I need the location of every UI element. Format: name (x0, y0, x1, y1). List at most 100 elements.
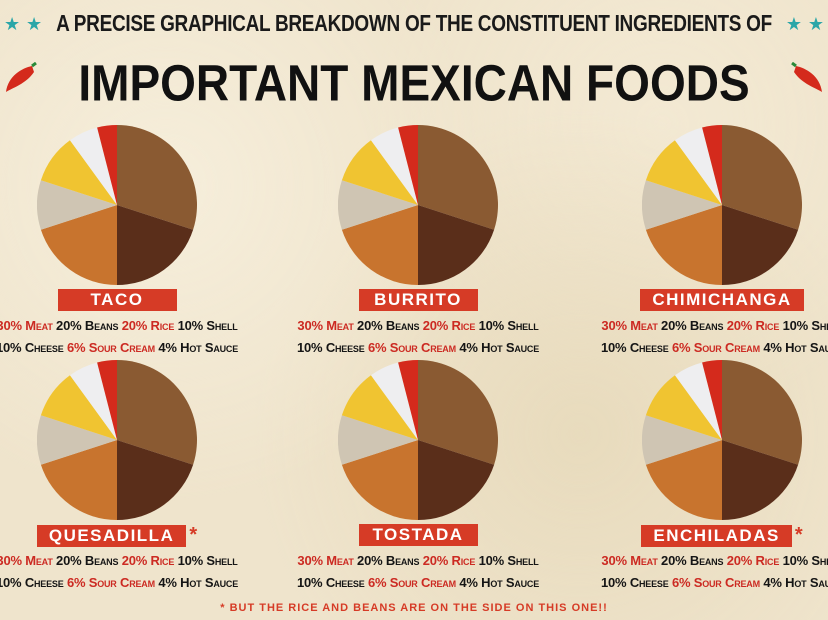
star-icon: ★ (807, 14, 824, 34)
slice-label: 20% Beans (56, 318, 119, 333)
slice-label: 30% Meat (0, 553, 53, 568)
pie-slice-hot-sauce (97, 360, 117, 440)
slice-label: 20% Rice (121, 318, 175, 333)
asterisk: * (189, 524, 198, 546)
pie-slice-meat (418, 125, 498, 230)
food-title: BURRITO (358, 289, 478, 311)
legend-line-1: 30% Meat 20% Beans 20% Rice 10% Shell (572, 318, 828, 333)
legend-line-2: 10% Cheese 6% Sour Cream 4% Hot Sauce (572, 340, 828, 355)
pie-slice-cheese (40, 140, 117, 205)
slice-label: 10% Shell (782, 553, 828, 568)
slice-label: 10% Cheese (600, 340, 669, 355)
pie-slice-beans (117, 440, 194, 520)
pie-slice-beans (722, 440, 799, 520)
food-title: QUESADILLA (36, 525, 187, 547)
pie (37, 125, 197, 285)
pie-slice-beans (117, 205, 194, 285)
pie-slice-shell (37, 415, 117, 465)
slice-label: 30% Meat (297, 553, 354, 568)
slice-label: 10% Shell (478, 553, 539, 568)
slice-label: 10% Cheese (600, 575, 669, 590)
header-subtitle: A PRECISE GRAPHICAL BREAKDOWN OF THE CON… (56, 11, 772, 37)
pie-slice-meat (418, 360, 498, 465)
slice-label: 20% Rice (121, 553, 175, 568)
pie-slice-hot-sauce (398, 360, 418, 440)
pie-slice-meat (722, 360, 802, 465)
slice-label: 20% Beans (357, 553, 420, 568)
pie-slice-shell (642, 180, 722, 230)
pie-slice-hot-sauce (398, 125, 418, 205)
asterisk: * (794, 524, 803, 546)
legend-line-1: 30% Meat 20% Beans 20% Rice 10% Shell (0, 318, 267, 333)
slice-label: 10% Shell (177, 318, 238, 333)
slice-label: 6% Sour Cream (66, 340, 155, 355)
legend-line-1: 30% Meat 20% Beans 20% Rice 10% Shell (572, 553, 828, 568)
pie-slice-beans (418, 205, 495, 285)
pie-slice-shell (37, 180, 117, 230)
slice-label: 30% Meat (0, 318, 53, 333)
pie-slice-rice (645, 440, 722, 520)
pie-slice-cheese (645, 375, 722, 440)
slice-label: 20% Rice (726, 553, 780, 568)
slice-label: 6% Sour Cream (367, 575, 456, 590)
slice-label: 30% Meat (601, 318, 658, 333)
slice-label: 20% Rice (422, 318, 476, 333)
slice-label: 20% Beans (56, 553, 119, 568)
pie-slice-shell (338, 180, 418, 230)
food-title: CHIMICHANGA (640, 289, 804, 311)
legend-line-1: 30% Meat 20% Beans 20% Rice 10% Shell (0, 553, 267, 568)
pie (338, 360, 498, 520)
pie-slice-rice (40, 440, 117, 520)
food-title: TOSTADA (358, 524, 478, 546)
slice-label: 20% Beans (661, 318, 724, 333)
pie-slice-rice (341, 205, 418, 285)
pie-slice-beans (722, 205, 799, 285)
food-title: TACO (57, 289, 177, 311)
pie-slice-cheese (341, 375, 418, 440)
pie-slice-sour-cream (370, 362, 418, 440)
slice-label: 4% Hot Sauce (763, 340, 828, 355)
slice-label: 4% Hot Sauce (158, 340, 239, 355)
pie (642, 125, 802, 285)
pie (642, 360, 802, 520)
chili-pepper-icon (791, 62, 822, 92)
pie-slice-meat (722, 125, 802, 230)
pie-slice-sour-cream (674, 127, 722, 205)
pie-slice-hot-sauce (97, 125, 117, 205)
pie-slice-shell (642, 415, 722, 465)
chili-pepper-icon (6, 62, 37, 92)
legend-line-2: 10% Cheese 6% Sour Cream 4% Hot Sauce (0, 340, 267, 355)
pie-slice-shell (338, 415, 418, 465)
slice-label: 10% Shell (177, 553, 238, 568)
slice-label: 4% Hot Sauce (158, 575, 239, 590)
slice-label: 10% Shell (478, 318, 539, 333)
legend-line-2: 10% Cheese 6% Sour Cream 4% Hot Sauce (268, 575, 568, 590)
pie-slice-rice (40, 205, 117, 285)
pie-slice-cheese (40, 375, 117, 440)
slice-label: 20% Rice (726, 318, 780, 333)
legend-line-1: 30% Meat 20% Beans 20% Rice 10% Shell (268, 318, 568, 333)
slice-label: 10% Cheese (0, 340, 64, 355)
slice-label: 10% Cheese (0, 575, 64, 590)
header-title: IMPORTANT MEXICAN FOODS (78, 54, 750, 112)
slice-label: 6% Sour Cream (671, 340, 760, 355)
legend-line-2: 10% Cheese 6% Sour Cream 4% Hot Sauce (0, 575, 267, 590)
pie-slice-rice (341, 440, 418, 520)
slice-label: 6% Sour Cream (671, 575, 760, 590)
pie-slice-cheese (341, 140, 418, 205)
slice-label: 20% Beans (357, 318, 420, 333)
slice-label: 4% Hot Sauce (459, 340, 540, 355)
pie-slice-hot-sauce (702, 360, 722, 440)
star-icon: ★ (785, 14, 802, 34)
legend-line-2: 10% Cheese 6% Sour Cream 4% Hot Sauce (572, 575, 828, 590)
slice-label: 20% Rice (422, 553, 476, 568)
pie-slice-beans (418, 440, 495, 520)
pie-slice-sour-cream (370, 127, 418, 205)
star-icon: ★ (26, 14, 43, 34)
slice-label: 30% Meat (297, 318, 354, 333)
food-title: ENCHILADAS (641, 525, 792, 547)
pie-slice-cheese (645, 140, 722, 205)
legend-line-1: 30% Meat 20% Beans 20% Rice 10% Shell (268, 553, 568, 568)
slice-label: 4% Hot Sauce (459, 575, 540, 590)
pie (37, 360, 197, 520)
